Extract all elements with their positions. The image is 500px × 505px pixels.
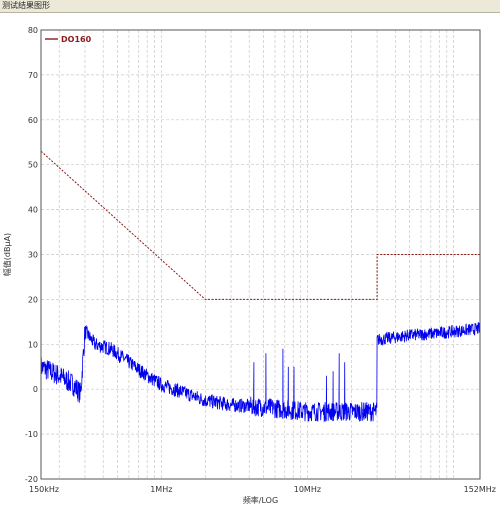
x-tick-label: 1MHz — [150, 485, 172, 494]
legend-entry-do160: DO160 — [61, 35, 92, 44]
x-tick-label: 10MHz — [294, 485, 321, 494]
y-tick-label: -10 — [25, 430, 38, 439]
window-titlebar: 测试结果图形 — [0, 0, 500, 13]
legend: DO160 — [45, 35, 92, 44]
x-tick-label: 150kHz — [29, 485, 59, 494]
x-tick-label: 152MHz — [464, 485, 496, 494]
y-tick-label: -20 — [25, 475, 38, 484]
y-tick-label: 80 — [28, 26, 38, 35]
grid — [41, 29, 480, 480]
chart-area: -20 -10 0 10 20 30 40 50 60 70 80 150kHz 1MHz 10MHz 1… — [0, 13, 500, 505]
y-tick-label: 70 — [28, 71, 38, 80]
series-layer — [40, 150, 481, 423]
window-title: 测试结果图形 — [2, 1, 50, 10]
y-tick-label: 30 — [28, 251, 38, 260]
series-do160-line — [40, 150, 480, 300]
y-tick-label: 40 — [28, 206, 38, 215]
y-tick-label: 50 — [28, 161, 38, 170]
y-tick-label: 10 — [28, 340, 38, 349]
y-tick-label: 60 — [28, 116, 38, 125]
y-axis-label: 幅值(dBμA) — [2, 233, 12, 276]
series-measurement-line — [40, 322, 481, 423]
x-tick-labels: 150kHz 1MHz 10MHz 152MHz — [29, 485, 496, 494]
y-tick-label: 20 — [28, 295, 38, 304]
y-tick-label: 0 — [33, 385, 38, 394]
plot-frame — [40, 29, 481, 480]
y-tick-labels: -20 -10 0 10 20 30 40 50 60 70 80 — [25, 26, 38, 484]
x-axis-label: 频率/LOG — [243, 495, 278, 505]
